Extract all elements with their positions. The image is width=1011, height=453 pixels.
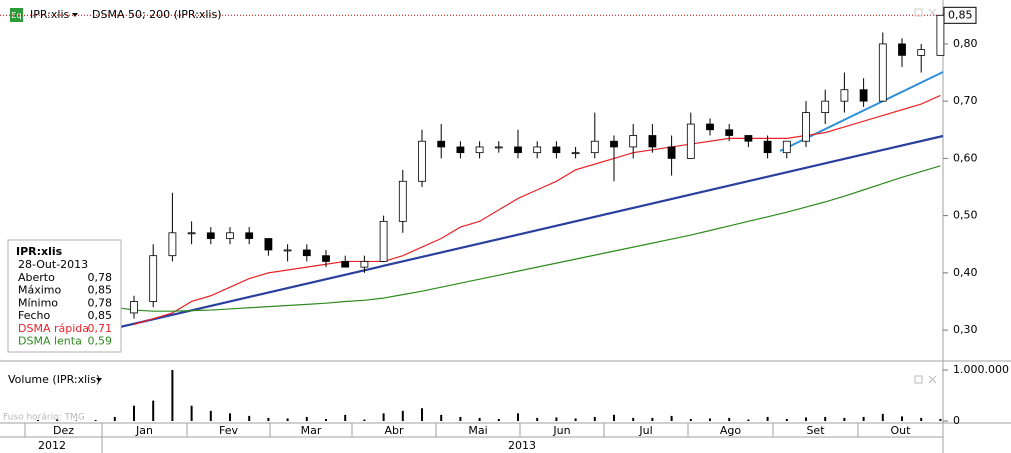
candle-body bbox=[149, 255, 158, 302]
candle-body bbox=[130, 301, 138, 314]
indicator-label[interactable]: DSMA 50; 200 (IPR:xlis) bbox=[92, 8, 221, 21]
trend-line bbox=[119, 134, 944, 329]
candle-body bbox=[514, 146, 522, 154]
y-tick-label: 1.000.000 bbox=[953, 363, 1009, 376]
year-label: 2013 bbox=[508, 439, 536, 452]
y-tick-label: 0,60 bbox=[953, 151, 978, 164]
candle-body bbox=[686, 123, 695, 159]
candle-body bbox=[936, 14, 945, 56]
last-price-box bbox=[943, 6, 977, 24]
dropdown-arrow[interactable] bbox=[96, 378, 102, 382]
x-tick-label: Set bbox=[806, 424, 825, 437]
candle-body bbox=[379, 220, 388, 262]
candle-body bbox=[610, 140, 618, 148]
candle-body bbox=[725, 129, 734, 136]
candle-body bbox=[629, 135, 638, 148]
candle-body bbox=[917, 49, 926, 56]
candle-body bbox=[590, 140, 599, 154]
icon-text: Eq bbox=[11, 11, 21, 20]
candle-body bbox=[264, 238, 273, 251]
info-box: IPR:xlis 28-Out-2013 bbox=[7, 239, 122, 353]
info-value: 0,59 bbox=[88, 335, 113, 348]
info-value: 0,78 bbox=[88, 271, 113, 284]
candle-body bbox=[475, 146, 484, 154]
info-label: DSMA lenta bbox=[18, 335, 82, 348]
year-label: 2012 bbox=[38, 439, 66, 452]
info-value: 0,85 bbox=[88, 284, 113, 297]
candle-body bbox=[667, 146, 676, 159]
candle-body bbox=[571, 152, 580, 155]
candle-body bbox=[360, 261, 369, 268]
candle-body bbox=[494, 146, 503, 149]
candle-body bbox=[744, 135, 753, 142]
info-label: Aberto bbox=[18, 271, 55, 284]
y-tick-label: 0,40 bbox=[953, 266, 978, 279]
candle-body bbox=[437, 140, 446, 148]
candle-body bbox=[168, 232, 177, 257]
candle-body bbox=[456, 146, 465, 154]
x-tick-label: Dez bbox=[53, 424, 74, 437]
volume-title[interactable]: Volume (IPR:xlis) bbox=[8, 373, 100, 386]
symbol-icon[interactable] bbox=[10, 8, 23, 22]
candle-body bbox=[398, 180, 407, 222]
info-box-frame bbox=[7, 239, 122, 353]
candle-body bbox=[283, 249, 292, 252]
candle-body bbox=[418, 140, 426, 182]
y-tick-label: 0,30 bbox=[953, 323, 978, 336]
info-value: 0,85 bbox=[88, 309, 113, 322]
moving-average-line bbox=[37, 165, 941, 312]
x-tick-label: Mar bbox=[301, 424, 322, 437]
timezone: Fuso horário: TMG bbox=[3, 413, 85, 423]
candle-body bbox=[648, 135, 657, 148]
x-tick-label: Ago bbox=[720, 424, 742, 437]
candle-body bbox=[341, 261, 350, 268]
x-tick-label: Jul bbox=[638, 424, 652, 437]
last-price-label: 0,85 bbox=[948, 8, 973, 21]
close-button[interactable] bbox=[928, 8, 937, 17]
candle-body bbox=[706, 123, 714, 131]
info-label: Fecho bbox=[18, 309, 51, 322]
x-tick-label: Jan bbox=[135, 424, 153, 437]
maximize-button[interactable] bbox=[914, 8, 923, 17]
symbol-label[interactable]: IPR:xlis bbox=[30, 8, 70, 21]
y-tick-label: 0,50 bbox=[953, 209, 978, 222]
info-value: 0,78 bbox=[88, 296, 113, 309]
candle-body bbox=[187, 232, 196, 235]
candle-body bbox=[821, 100, 830, 114]
candle-body bbox=[533, 146, 542, 154]
x-tick-label: Fev bbox=[219, 424, 238, 437]
candle-body bbox=[226, 232, 234, 239]
info-value: 0,71 bbox=[88, 322, 113, 335]
candle-body bbox=[802, 112, 810, 142]
info-label: DSMA rápida bbox=[18, 322, 89, 335]
info-date: 28-Out-2013 bbox=[18, 258, 88, 271]
x-tick-label: Out bbox=[891, 424, 912, 437]
x-tick-label: Abr bbox=[384, 424, 404, 437]
close-button[interactable] bbox=[928, 375, 937, 384]
candle-body bbox=[859, 89, 868, 102]
candle-body bbox=[898, 43, 906, 56]
info-label: Máximo bbox=[18, 284, 62, 297]
candle-body bbox=[782, 140, 791, 154]
candle-body bbox=[840, 89, 849, 102]
y-tick-label: 0 bbox=[953, 414, 960, 427]
y-tick-label: 0,80 bbox=[953, 37, 978, 50]
candle-body bbox=[302, 249, 311, 257]
info-label: Mínimo bbox=[18, 296, 58, 309]
candle-body bbox=[206, 232, 215, 239]
y-tick-label: 0,70 bbox=[953, 94, 978, 107]
candle-body bbox=[552, 146, 561, 154]
candle-body bbox=[245, 232, 254, 239]
info-symbol: IPR:xlis bbox=[16, 245, 63, 258]
candle-body bbox=[322, 255, 330, 262]
candle-body bbox=[878, 43, 887, 102]
x-tick-label: Jun bbox=[552, 424, 570, 437]
maximize-button[interactable] bbox=[914, 375, 923, 384]
candle-body bbox=[763, 140, 772, 154]
x-tick-label: Mai bbox=[468, 424, 487, 437]
